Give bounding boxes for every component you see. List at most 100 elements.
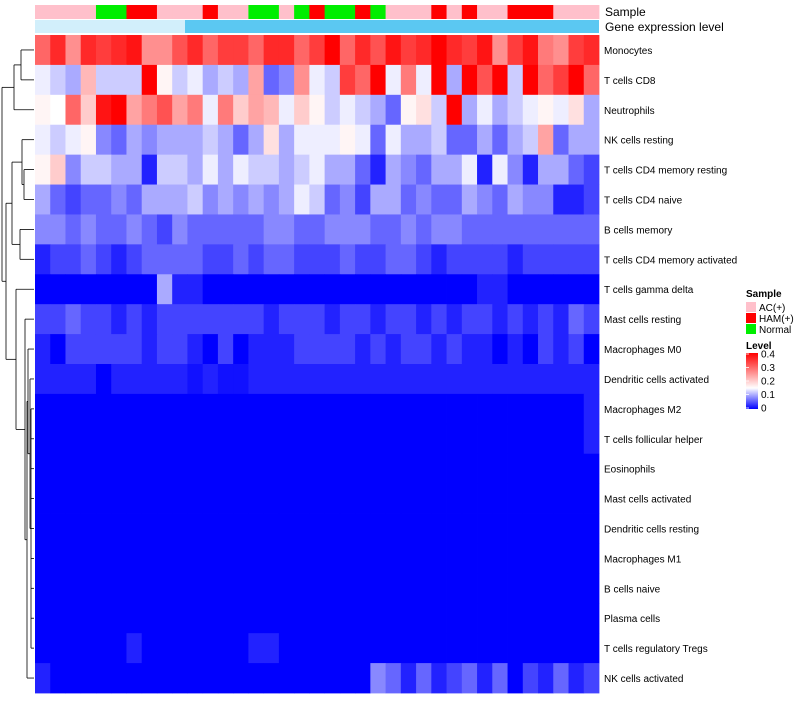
heatmap-cell	[416, 483, 432, 514]
heatmap-cell	[492, 154, 508, 185]
heatmap-cell	[141, 513, 158, 544]
heatmap-cell	[248, 274, 265, 305]
row-label: NK cells resting	[604, 136, 673, 147]
heatmap-cell	[370, 184, 386, 215]
heatmap-cell	[522, 393, 539, 425]
heatmap-cell	[141, 304, 158, 335]
heatmap-cell	[141, 423, 158, 455]
heatmap-cell	[95, 154, 112, 185]
heatmap-cell	[538, 154, 554, 185]
row-label: B cells naive	[604, 584, 661, 595]
heatmap-cell	[416, 35, 432, 66]
heatmap-cell	[187, 393, 204, 425]
heatmap-cell	[50, 364, 66, 395]
heatmap-cell	[416, 244, 432, 275]
heatmap-cell	[568, 244, 585, 275]
heatmap-cell	[233, 304, 249, 335]
heatmap-cell	[95, 393, 112, 425]
heatmap-cell	[477, 154, 493, 185]
heatmap-cell	[339, 244, 356, 275]
heatmap-cell	[416, 453, 432, 485]
heatmap-cell	[80, 543, 97, 574]
heatmap-cell	[522, 124, 539, 156]
heatmap-cell	[553, 35, 569, 66]
heatmap-cell	[217, 663, 234, 694]
heatmap-cell	[568, 214, 585, 245]
heatmap-cell	[111, 35, 127, 66]
sample-annotation-cell	[553, 5, 569, 19]
heatmap-cell	[35, 364, 51, 395]
heatmap-cell	[294, 64, 310, 96]
heatmap-cell	[294, 124, 310, 156]
heatmap-cell	[416, 543, 432, 574]
heatmap-cell	[50, 633, 66, 664]
heatmap-cell	[233, 663, 249, 694]
heatmap-cell	[278, 364, 295, 395]
heatmap-cell	[172, 35, 188, 66]
heatmap-cell	[492, 393, 508, 425]
heatmap-cell	[65, 663, 82, 694]
heatmap-cell	[385, 543, 402, 574]
heatmap-cell	[65, 364, 82, 395]
heatmap-cell	[507, 244, 524, 275]
heatmap-cell	[583, 423, 600, 455]
heatmap-cell	[172, 483, 188, 514]
row-label: T cells CD8	[604, 76, 656, 87]
heatmap-cell	[461, 274, 478, 305]
heatmap-cell	[461, 603, 478, 634]
heatmap-cell	[553, 214, 569, 245]
heatmap-cell	[461, 94, 478, 126]
heatmap-cell	[538, 244, 554, 275]
heatmap-cell	[80, 64, 97, 96]
sample-annotation-cell	[126, 5, 143, 19]
heatmap-cell	[477, 603, 493, 634]
heatmap-cell	[446, 35, 463, 66]
heatmap-cell	[65, 94, 82, 126]
heatmap-cell	[507, 633, 524, 664]
heatmap-cell	[80, 453, 97, 485]
heatmap-cell	[187, 364, 204, 395]
heatmap-cell	[461, 573, 478, 604]
heatmap-cell	[95, 513, 112, 544]
heatmap-cell	[172, 124, 188, 156]
heatmap-cell	[202, 513, 219, 544]
heatmap-cell	[538, 304, 554, 335]
heatmap-cell	[141, 124, 158, 156]
heatmap-cell	[233, 124, 249, 156]
heatmap-cell	[538, 94, 554, 126]
heatmap-cell	[416, 184, 432, 215]
sample-annotation-cell	[217, 5, 234, 19]
heatmap-cell	[492, 633, 508, 664]
heatmap-cell	[370, 364, 386, 395]
heatmap-cell	[507, 304, 524, 335]
row-label: T cells gamma delta	[604, 285, 694, 296]
heatmap-cell	[507, 663, 524, 694]
heatmap-cell	[294, 483, 310, 514]
heatmap-cell	[507, 64, 524, 96]
heatmap-cell	[492, 184, 508, 215]
heatmap-cell	[35, 35, 51, 66]
sample-annotation-cell	[80, 5, 97, 19]
heatmap-cell	[400, 393, 417, 425]
heatmap-cell	[553, 274, 569, 305]
sample-annotation-cell	[248, 5, 265, 19]
heatmap-cell	[446, 94, 463, 126]
heatmap-cell	[553, 453, 569, 485]
heatmap-cell	[339, 543, 356, 574]
heatmap-cell	[294, 393, 310, 425]
heatmap-cell	[278, 94, 295, 126]
heatmap-cell	[126, 603, 143, 634]
heatmap-cell	[217, 423, 234, 455]
heatmap-cell	[400, 154, 417, 185]
heatmap-cell	[446, 513, 463, 544]
heatmap-cell	[568, 94, 585, 126]
heatmap-cell	[156, 154, 173, 185]
heatmap-cell	[263, 453, 280, 485]
heatmap-cell	[446, 364, 463, 395]
heatmap-cell	[416, 274, 432, 305]
heatmap-cell	[80, 393, 97, 425]
heatmap-cell	[172, 393, 188, 425]
heatmap-cell	[324, 483, 341, 514]
heatmap-cell	[400, 184, 417, 215]
heatmap-cell	[339, 513, 356, 544]
